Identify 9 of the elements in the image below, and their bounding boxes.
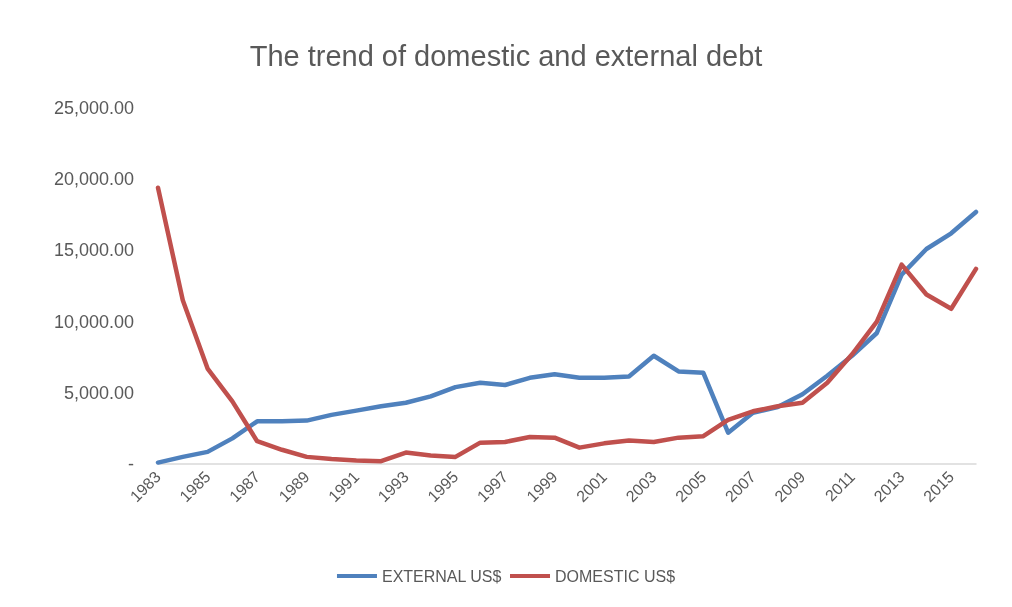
y-tick-label: 5,000.00 <box>63 382 134 403</box>
y-tick-label: 15,000.00 <box>53 240 134 261</box>
y-tick-label: 25,000.00 <box>53 98 134 118</box>
y-tick-label: 10,000.00 <box>53 311 134 332</box>
legend-label: EXTERNAL US$ <box>381 567 502 585</box>
y-tick-label: 20,000.00 <box>53 169 134 190</box>
legend-label: DOMESTIC US$ <box>555 567 676 585</box>
y-tick-label: - <box>128 454 134 474</box>
chart-title: The trend of domestic and external debt <box>249 39 763 72</box>
